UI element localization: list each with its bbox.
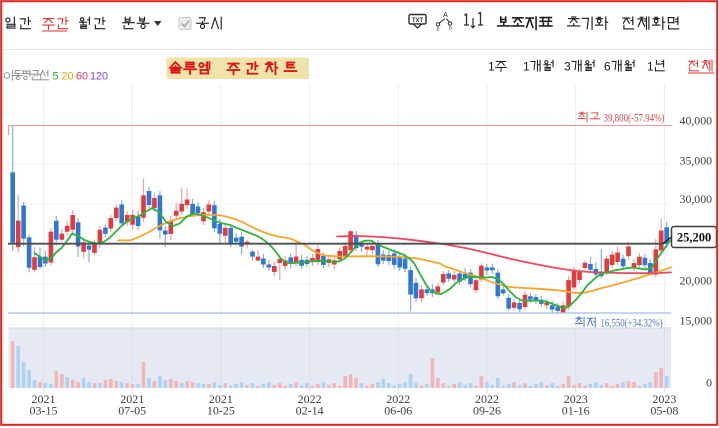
svg-text:5: 5 xyxy=(53,71,59,83)
svg-text:1: 1 xyxy=(488,60,495,74)
svg-text:2021: 2021 xyxy=(120,392,144,406)
svg-text:TXT: TXT xyxy=(412,18,424,24)
svg-text:60: 60 xyxy=(76,71,88,83)
svg-text:10-25: 10-25 xyxy=(207,404,235,418)
svg-text:6: 6 xyxy=(604,60,611,74)
svg-text:2022: 2022 xyxy=(475,392,499,406)
svg-text:2022: 2022 xyxy=(298,392,322,406)
svg-text:120: 120 xyxy=(90,71,108,83)
svg-text:06-06: 06-06 xyxy=(384,404,412,418)
svg-text:0: 0 xyxy=(706,375,712,389)
svg-text:09-26: 09-26 xyxy=(473,404,501,418)
svg-text:25,200: 25,200 xyxy=(677,231,711,245)
svg-text:07-05: 07-05 xyxy=(118,404,146,418)
svg-text:03-15: 03-15 xyxy=(30,404,58,418)
svg-text:2023: 2023 xyxy=(652,392,676,406)
svg-text:40,000: 40,000 xyxy=(680,114,713,128)
svg-text:39,800(-57.94%): 39,800(-57.94%) xyxy=(604,113,665,125)
svg-text:16,550(+34.32%): 16,550(+34.32%) xyxy=(601,318,663,330)
svg-text:B: B xyxy=(449,26,452,31)
svg-text:2021: 2021 xyxy=(209,392,233,406)
svg-text:1: 1 xyxy=(647,60,654,74)
svg-text:15,000: 15,000 xyxy=(680,314,713,328)
svg-text:3: 3 xyxy=(564,60,571,74)
svg-text:02-14: 02-14 xyxy=(296,404,324,418)
svg-text:2022: 2022 xyxy=(386,392,410,406)
svg-text:35,000: 35,000 xyxy=(680,153,713,167)
svg-text:05-08: 05-08 xyxy=(650,404,678,418)
svg-text:20: 20 xyxy=(62,71,74,83)
svg-text:2023: 2023 xyxy=(564,392,588,406)
svg-text:1: 1 xyxy=(523,60,530,74)
svg-text:30,000: 30,000 xyxy=(680,192,713,206)
svg-text:B: B xyxy=(436,27,439,32)
svg-text:2021: 2021 xyxy=(32,392,56,406)
svg-text:A: A xyxy=(443,12,448,19)
svg-text:20,000: 20,000 xyxy=(680,273,713,287)
svg-text:01-16: 01-16 xyxy=(562,404,590,418)
